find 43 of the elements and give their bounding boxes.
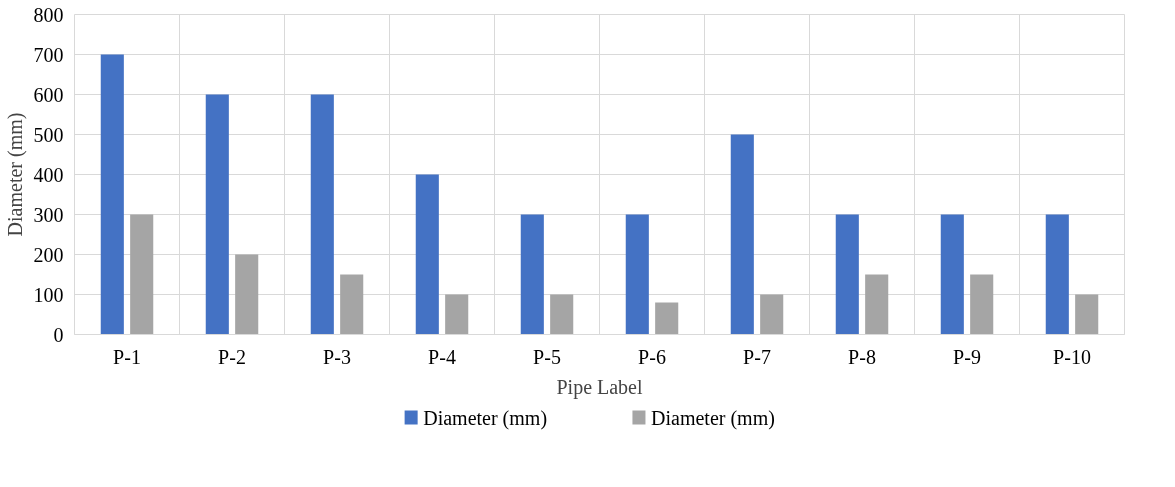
bar — [340, 274, 364, 335]
y-tick-label: 800 — [33, 3, 64, 26]
bar — [130, 214, 154, 335]
x-tick-label: P-3 — [323, 345, 351, 368]
x-tick-label: P-8 — [848, 345, 876, 368]
legend-label: Diameter (mm) — [423, 406, 548, 430]
y-tick-label: 500 — [33, 123, 64, 146]
y-tick-label: 600 — [33, 83, 64, 106]
y-tick-label: 300 — [33, 203, 64, 226]
x-tick-label: P-7 — [743, 345, 771, 368]
bar — [235, 254, 259, 335]
x-tick-label: P-6 — [638, 345, 666, 368]
y-tick-label: 0 — [53, 323, 64, 346]
y-tick-label: 400 — [33, 163, 64, 186]
y-axis-title: Diameter (mm) — [3, 112, 27, 237]
bar — [520, 214, 544, 335]
x-tick-label: P-4 — [428, 345, 456, 368]
x-axis-title: Pipe Label — [556, 375, 643, 399]
x-tick-label: P-5 — [533, 345, 561, 368]
x-tick-label: P-1 — [113, 345, 141, 368]
bar — [100, 54, 124, 335]
bar — [835, 214, 859, 335]
x-tick-label: P-10 — [1053, 345, 1091, 368]
bar — [1075, 294, 1099, 335]
bar — [655, 302, 679, 335]
bar — [625, 214, 649, 335]
bar — [310, 94, 334, 335]
bar — [205, 94, 229, 335]
bar — [970, 274, 994, 335]
bar — [865, 274, 889, 335]
bar — [760, 294, 784, 335]
bar — [415, 174, 439, 335]
y-tick-label: 200 — [33, 243, 64, 266]
bar — [940, 214, 964, 335]
bar — [730, 134, 754, 335]
x-tick-label: P-9 — [953, 345, 981, 368]
bar — [1045, 214, 1069, 335]
y-tick-label: 100 — [33, 283, 64, 306]
bar — [445, 294, 469, 335]
x-tick-label: P-2 — [218, 345, 246, 368]
bar — [550, 294, 574, 335]
legend-label: Diameter (mm) — [651, 406, 775, 430]
y-tick-label: 700 — [33, 43, 64, 66]
